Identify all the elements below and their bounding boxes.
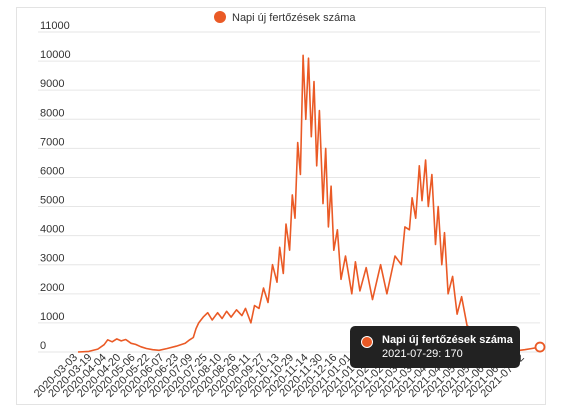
tooltip-value: 2021-07-29: 170 bbox=[382, 348, 463, 360]
y-tick-label: 10000 bbox=[40, 49, 71, 61]
y-tick-label: 0 bbox=[40, 340, 46, 352]
legend-label: Napi új fertőzések száma bbox=[232, 12, 356, 24]
series-line bbox=[77, 54, 541, 353]
y-tick-label: 2000 bbox=[40, 282, 64, 294]
y-tick-label: 7000 bbox=[40, 136, 64, 148]
legend-marker bbox=[214, 11, 226, 23]
tooltip-series-marker bbox=[361, 336, 373, 348]
y-tick-label: 9000 bbox=[40, 78, 64, 90]
y-tick-label: 5000 bbox=[40, 195, 64, 207]
y-tick-label: 1000 bbox=[40, 311, 64, 323]
tooltip: Napi új fertőzések száma 2021-07-29: 170 bbox=[350, 326, 520, 368]
y-tick-label: 11000 bbox=[40, 20, 70, 32]
series-layer bbox=[77, 54, 546, 353]
grid-lines bbox=[38, 31, 540, 353]
legend[interactable]: Napi új fertőzések száma bbox=[214, 11, 356, 24]
y-tick-label: 8000 bbox=[40, 107, 64, 119]
y-axis-tick-labels: 0 1000 2000 3000 4000 5000 6000 7000 8000 9000 100… bbox=[40, 20, 71, 352]
y-tick-label: 6000 bbox=[40, 165, 64, 177]
y-tick-label: 4000 bbox=[40, 224, 64, 236]
y-tick-label: 3000 bbox=[40, 253, 64, 265]
highlighted-point[interactable] bbox=[534, 341, 546, 353]
tooltip-title: Napi új fertőzések száma bbox=[382, 334, 513, 346]
